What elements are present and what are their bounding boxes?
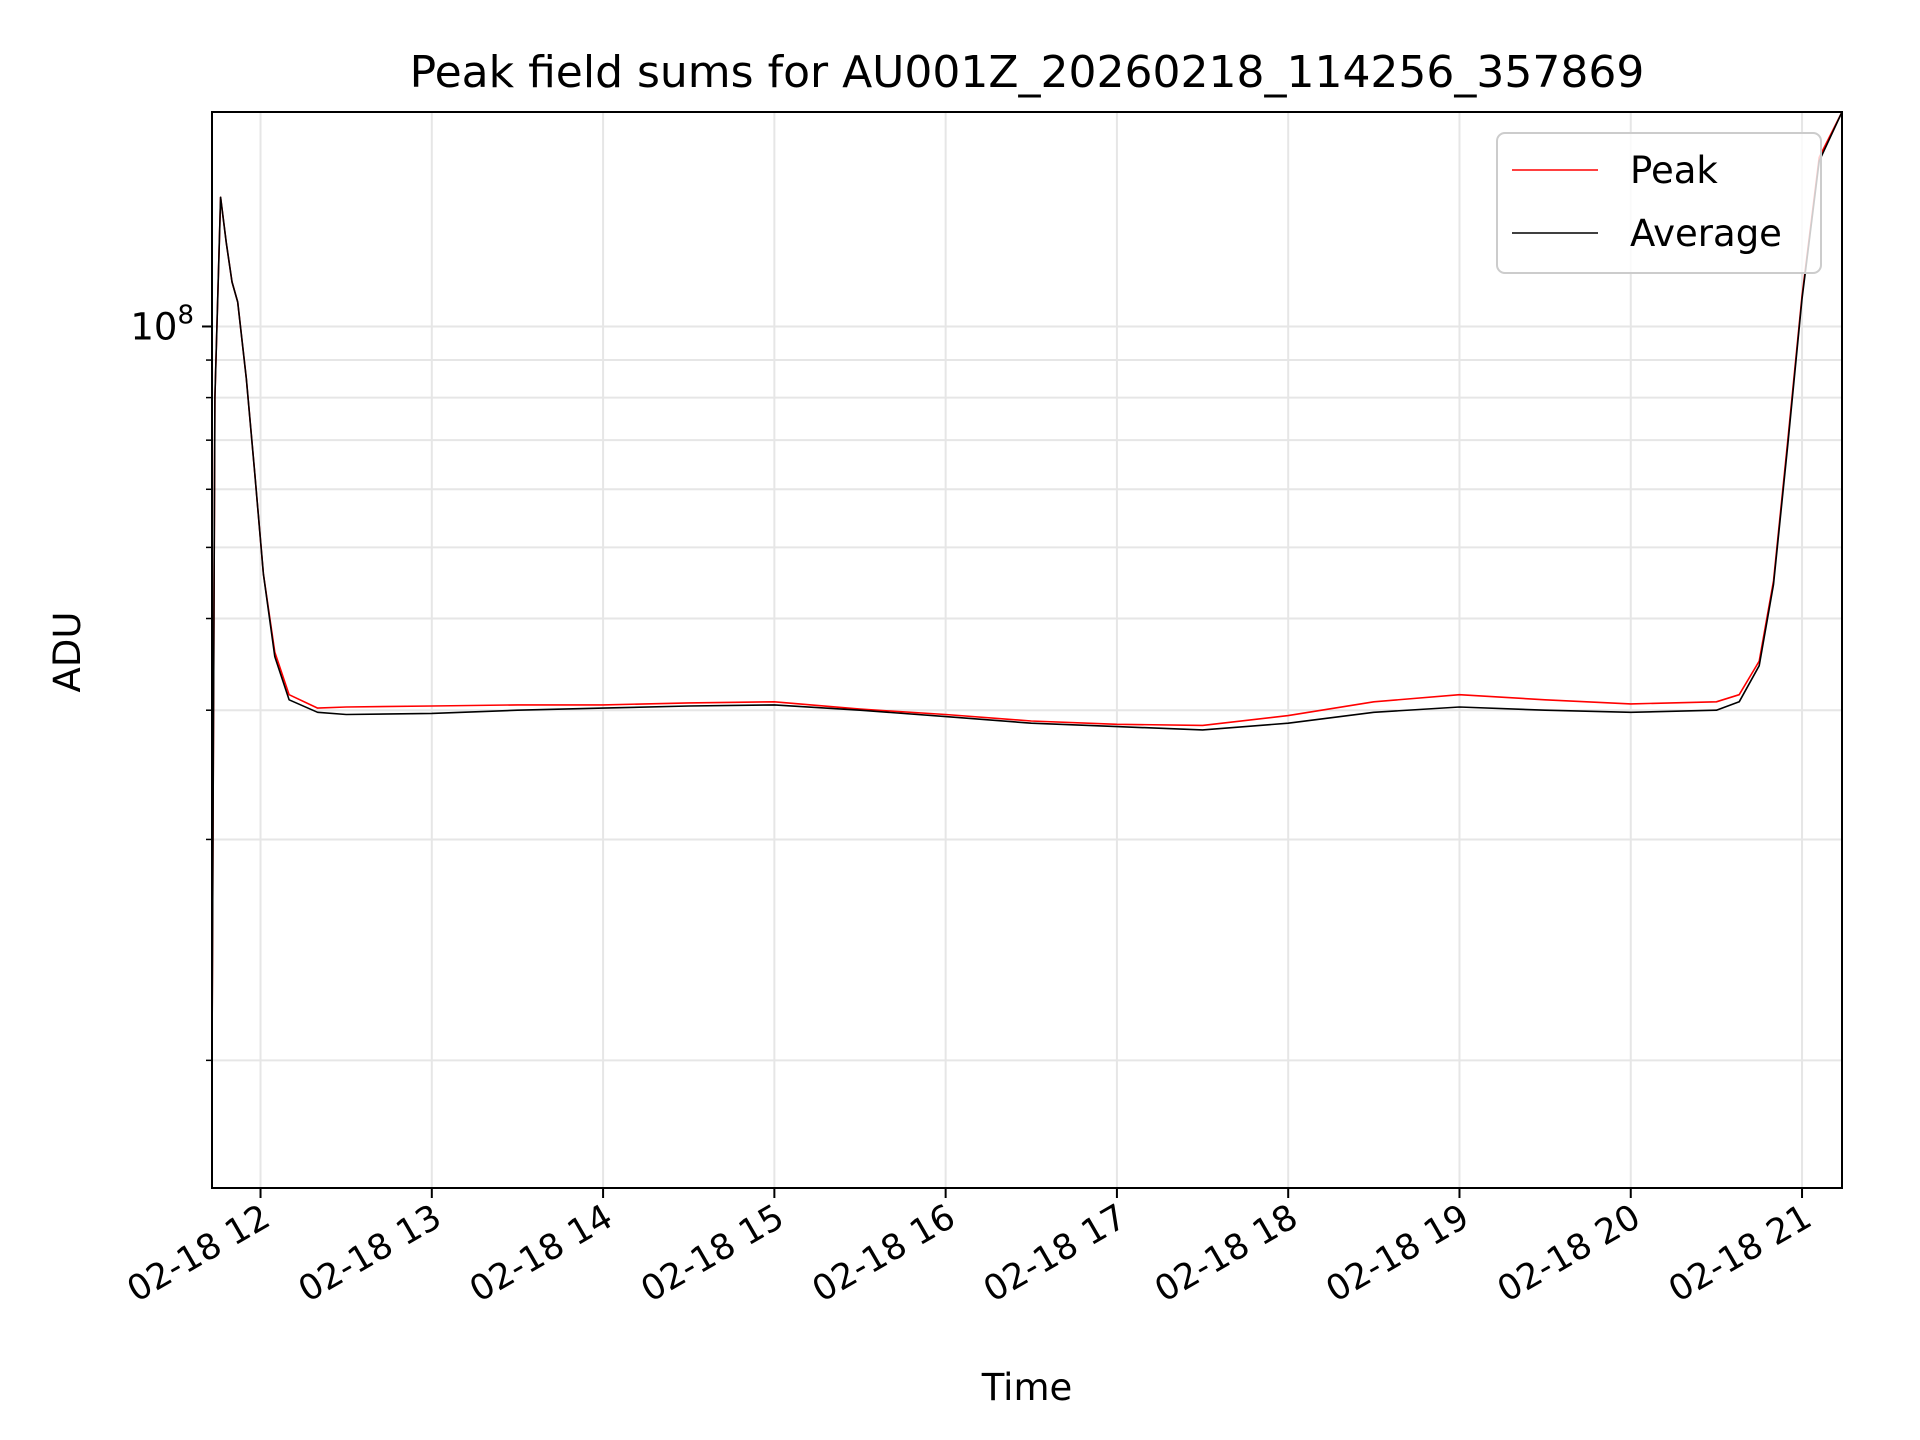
y-tick-label: 108 bbox=[130, 300, 194, 348]
y-tick-label-base: 10 bbox=[130, 305, 177, 348]
plot-frame bbox=[211, 111, 1843, 1189]
chart-title: Peak field sums for AU001Z_20260218_1142… bbox=[410, 47, 1645, 98]
legend: Peak Average bbox=[1496, 132, 1822, 274]
grid bbox=[212, 112, 1842, 1188]
y-tick-label-exponent: 8 bbox=[177, 300, 194, 330]
y-axis-label: ADU bbox=[46, 612, 89, 693]
series-line-average bbox=[211, 111, 1843, 1061]
series-layer bbox=[211, 111, 1843, 1061]
x-axis-label: Time bbox=[981, 1366, 1073, 1409]
legend-frame bbox=[1496, 132, 1822, 274]
legend-label-peak: Peak bbox=[1630, 149, 1718, 192]
legend-label-average: Average bbox=[1630, 212, 1782, 255]
